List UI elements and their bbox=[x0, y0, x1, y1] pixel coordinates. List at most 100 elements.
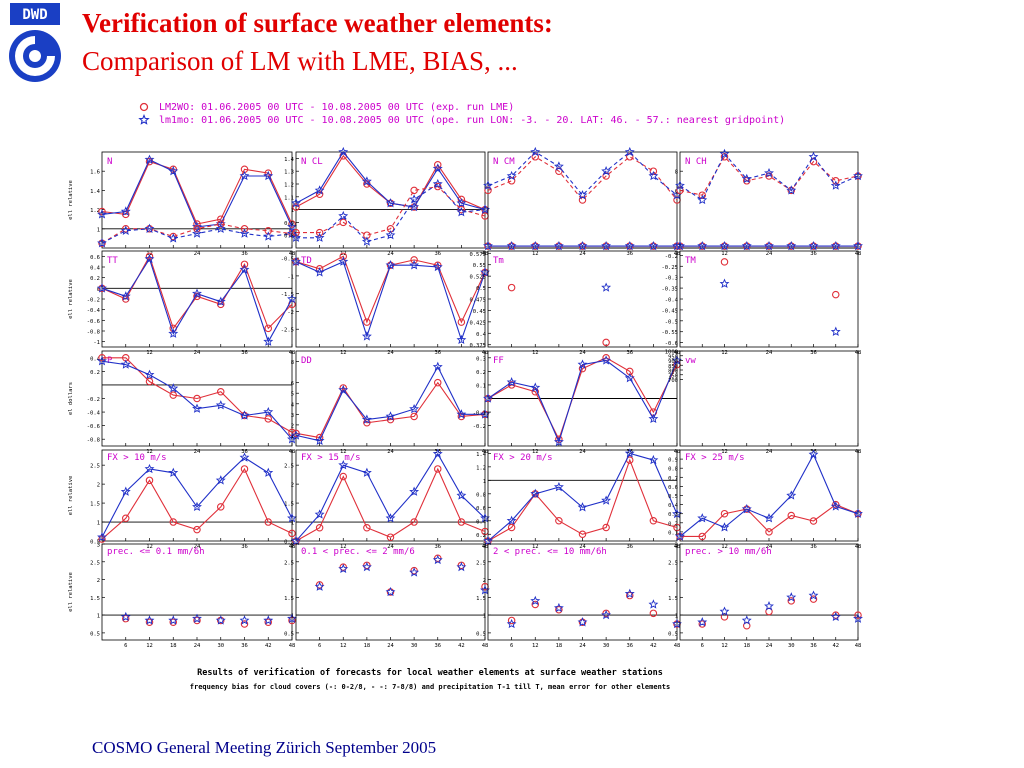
y-tick-label: 0.6 bbox=[476, 506, 486, 512]
data-point-star bbox=[483, 240, 493, 251]
chart-panel: 0.575 0.55 0.525 0.5 0.475 0.45 0.425 0.4 0.375 1… bbox=[469, 250, 680, 356]
x-tick-label: 42 bbox=[832, 643, 839, 649]
data-point-star bbox=[483, 535, 493, 546]
data-point-circle bbox=[602, 338, 610, 347]
data-point-star bbox=[409, 194, 420, 204]
data-point-circle bbox=[292, 429, 300, 438]
data-point-circle bbox=[854, 611, 862, 619]
page-subtitle: Comparison of LM with LME, BIAS, ... bbox=[82, 46, 518, 76]
chart-panel: 32.521.510.56 12 18 24 30 36 42 482 < prec. <= … bbox=[476, 543, 682, 649]
x-tick-label: 36 bbox=[626, 449, 633, 455]
data-point-circle bbox=[264, 618, 273, 626]
x-tick-label: 12 bbox=[340, 449, 347, 455]
y-tick-label: 700 bbox=[668, 378, 678, 384]
x-tick-label: 6 bbox=[701, 643, 704, 649]
data-point-star bbox=[719, 522, 730, 532]
data-point-circle bbox=[698, 191, 706, 199]
dwd-logo: DWD bbox=[9, 3, 61, 82]
x-tick-label: 36 bbox=[434, 350, 441, 356]
y-tick-label: 2.5 bbox=[90, 464, 100, 470]
data-point-star bbox=[144, 463, 155, 474]
data-point-star bbox=[385, 513, 396, 523]
data-point-circle bbox=[433, 465, 442, 473]
series-line bbox=[679, 453, 859, 537]
data-point-star bbox=[239, 410, 250, 420]
data-point-circle bbox=[831, 290, 840, 299]
data-point-star bbox=[648, 413, 659, 424]
data-point-star bbox=[624, 372, 635, 383]
y-tick-label: 2 bbox=[483, 578, 486, 584]
data-point-star bbox=[830, 180, 841, 190]
y-tick-label: 1 bbox=[483, 614, 486, 620]
data-point-star bbox=[263, 467, 274, 477]
y-axis-label: ell relative bbox=[68, 180, 74, 220]
series-line bbox=[101, 467, 293, 540]
data-point-star bbox=[719, 240, 730, 251]
footer-text: COSMO General Meeting Zürich September 2… bbox=[92, 738, 437, 757]
data-point-star bbox=[506, 240, 517, 251]
panel-title: TD bbox=[301, 256, 312, 266]
data-point-star bbox=[719, 606, 730, 616]
y-tick-label: 2 bbox=[97, 578, 100, 584]
x-tick-label: 36 bbox=[810, 544, 817, 550]
data-point-circle bbox=[264, 324, 273, 333]
y-tick-label: 800 bbox=[668, 369, 678, 375]
y-tick-label: 0.375 bbox=[469, 343, 486, 349]
data-point-circle bbox=[98, 535, 106, 543]
data-point-circle bbox=[292, 228, 300, 237]
x-tick-label: 42 bbox=[458, 643, 465, 649]
data-point-star bbox=[263, 336, 274, 346]
x-tick-label: 36 bbox=[241, 449, 248, 455]
x-tick-label: 24 bbox=[766, 350, 773, 356]
x-tick-label: 12 bbox=[146, 350, 153, 356]
y-tick-label: 5 bbox=[291, 392, 294, 398]
data-point-star bbox=[144, 253, 155, 264]
data-point-star bbox=[385, 198, 396, 208]
panel-title: N bbox=[107, 157, 112, 167]
data-point-circle bbox=[531, 600, 539, 609]
y-tick-label: 1.4 bbox=[284, 157, 295, 163]
data-point-star bbox=[553, 481, 564, 492]
y-tick-label: -0.35 bbox=[661, 287, 678, 293]
data-point-star bbox=[314, 509, 325, 519]
panel-frame bbox=[679, 151, 859, 249]
data-point-star bbox=[314, 435, 325, 445]
data-point-star bbox=[263, 615, 274, 625]
data-point-star bbox=[764, 167, 774, 178]
data-point-circle bbox=[457, 205, 466, 214]
data-point-star bbox=[361, 561, 372, 572]
data-point-star bbox=[432, 361, 443, 372]
data-point-star bbox=[577, 359, 588, 369]
x-tick-label: 24 bbox=[387, 643, 394, 649]
x-tick-label: 12 bbox=[532, 544, 539, 550]
y-tick-label: -0.2 bbox=[473, 424, 486, 430]
data-point-star bbox=[648, 170, 659, 181]
legend-entry: lm1mo: 01.06.2005 00 UTC - 10.08.2005 00… bbox=[159, 115, 785, 126]
y-tick-label: 1.5 bbox=[284, 596, 294, 602]
data-point-star bbox=[577, 240, 588, 251]
data-point-star bbox=[192, 403, 202, 413]
series-line bbox=[487, 452, 678, 542]
y-tick-label: 0.3 bbox=[668, 512, 678, 518]
data-point-star bbox=[830, 326, 841, 336]
data-point-circle bbox=[339, 218, 347, 227]
x-tick-label: 18 bbox=[556, 643, 563, 649]
data-point-circle bbox=[315, 523, 324, 532]
y-tick-label: -0.2 bbox=[87, 298, 100, 304]
data-point-star bbox=[362, 236, 372, 246]
data-point-star bbox=[483, 180, 493, 190]
data-point-circle bbox=[625, 591, 634, 600]
series-line bbox=[296, 186, 486, 236]
data-point-circle bbox=[288, 220, 296, 228]
data-point-star bbox=[338, 460, 349, 470]
x-tick-label: 36 bbox=[626, 350, 633, 356]
data-point-star bbox=[144, 369, 155, 379]
data-point-star bbox=[291, 232, 301, 242]
y-tick-label: -2.5 bbox=[281, 328, 294, 334]
data-point-circle bbox=[698, 620, 706, 628]
panel-title: N CM bbox=[493, 157, 515, 167]
